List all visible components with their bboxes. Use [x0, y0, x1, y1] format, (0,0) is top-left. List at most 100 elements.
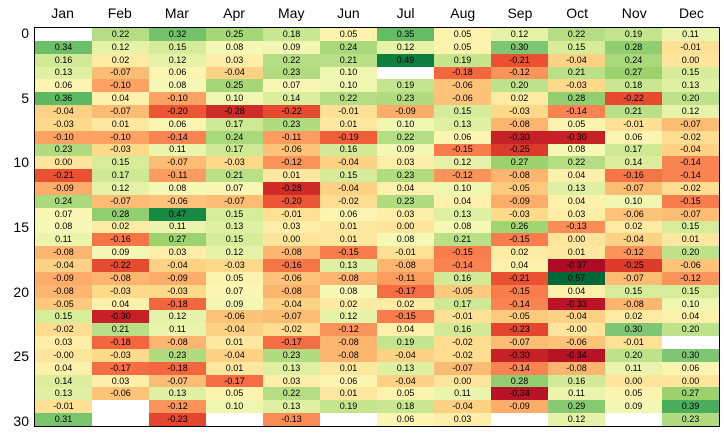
heatmap-cell: -0.06: [662, 259, 719, 272]
heatmap-cell: -0.16: [92, 233, 149, 247]
heatmap-cell: 0.30: [491, 40, 548, 54]
heatmap-cell: 0.22: [548, 28, 605, 41]
heatmap-cell: 0.00: [35, 156, 92, 170]
heatmap-cell: -0.04: [434, 400, 491, 414]
heatmap-cell: 0.21: [92, 323, 149, 337]
heatmap-cell: -0.03: [92, 143, 149, 157]
heatmap-cell: 0.22: [377, 130, 434, 144]
heatmap-cell: -0.00: [35, 348, 92, 362]
heatmap-cell: -0.01: [320, 105, 377, 118]
month-label-oct: Oct: [566, 5, 588, 21]
heatmap-cell: 0.30: [605, 323, 662, 337]
heatmap-cell: -0.08: [35, 246, 92, 260]
heatmap-cell: 0.12: [149, 53, 206, 67]
heatmap-cell: -0.08: [548, 361, 605, 375]
heatmap-cell: -0.30: [491, 348, 548, 362]
heatmap-cell: -0.09: [491, 194, 548, 208]
heatmap-cell: -0.12: [434, 169, 491, 183]
heatmap-cell: 0.13: [548, 182, 605, 195]
heatmap-cell: 0.21: [548, 66, 605, 80]
row-label-15: 15: [13, 219, 29, 235]
heatmap-cell: 0.13: [35, 387, 92, 401]
row-label-25: 25: [13, 348, 29, 365]
heatmap-cell: -0.02: [320, 194, 377, 208]
heatmap-cell: 0.09: [206, 297, 263, 311]
heatmap-cell: [206, 413, 263, 426]
heatmap-cell: -0.02: [662, 182, 719, 195]
heatmap-cell: 0.07: [263, 79, 320, 93]
heatmap-cell: -0.15: [377, 310, 434, 324]
heatmap-cell: -0.08: [35, 284, 92, 298]
heatmap-cell: 0.05: [434, 40, 491, 54]
month-label-sep: Sep: [507, 5, 533, 21]
heatmap-cell: 0.04: [662, 310, 719, 324]
heatmap-cell: 0.00: [377, 220, 434, 234]
heatmap-cell: -0.02: [35, 323, 92, 337]
heatmap-cell: 0.23: [377, 169, 434, 183]
heatmap-cell: 0.39: [662, 400, 719, 414]
heatmap-cell: -0.14: [491, 361, 548, 375]
heatmap-cell: 0.24: [206, 130, 263, 144]
heatmap-cell: 0.03: [434, 413, 491, 426]
heatmap-cell: -0.01: [434, 310, 491, 324]
heatmap-cell: -0.11: [377, 271, 434, 285]
heatmap-cell: [92, 413, 149, 426]
month-label-may: May: [278, 5, 305, 21]
heatmap-cell: 0.00: [548, 233, 605, 247]
heatmap-cell: 0.04: [92, 92, 149, 106]
heatmap-cell: 0.10: [320, 66, 377, 80]
row-label-30: 30: [13, 412, 29, 429]
heatmap-cell: 0.23: [662, 413, 719, 426]
heatmap-cell: -0.03: [92, 348, 149, 362]
heatmap-cell: 0.12: [149, 310, 206, 324]
heatmap-cell: -0.17: [263, 336, 320, 349]
heatmap-cell: 0.19: [377, 336, 434, 349]
heatmap-cell: 0.15: [662, 284, 719, 298]
heatmap-cell: 0.13: [434, 117, 491, 131]
heatmap-cell: -0.07: [92, 194, 149, 208]
heatmap-cell: -0.12: [605, 246, 662, 260]
heatmap-cell: 0.13: [263, 400, 320, 414]
heatmap-cell: 0.20: [491, 79, 548, 93]
heatmap-cell: -0.15: [320, 246, 377, 260]
heatmap-cell: 0.03: [92, 374, 149, 388]
heatmap-cell: 0.23: [263, 117, 320, 131]
heatmap-cell: 0.57: [548, 271, 605, 285]
heatmap-cell: 0.05: [206, 387, 263, 401]
heatmap-cell: 0.01: [92, 117, 149, 131]
heatmap-cell: 0.04: [434, 194, 491, 208]
heatmap-cell: -0.07: [491, 336, 548, 349]
heatmap-cell: 0.03: [263, 220, 320, 234]
heatmap-cell: 0.05: [548, 117, 605, 131]
heatmap-cell: 0.12: [491, 28, 548, 41]
heatmap-cell: -0.07: [263, 310, 320, 324]
heatmap-cell: -0.14: [149, 130, 206, 144]
heatmap-cell: -0.05: [491, 182, 548, 195]
heatmap-cell: 0.06: [662, 361, 719, 375]
heatmap-cell: 0.00: [605, 374, 662, 388]
heatmap-cell: -0.06: [605, 207, 662, 221]
heatmap-cell: 0.10: [434, 182, 491, 195]
heatmap-cell: 0.14: [35, 374, 92, 388]
heatmap-cell: 0.13: [149, 387, 206, 401]
heatmap-cell: -0.07: [605, 271, 662, 285]
heatmap-cell: 0.23: [263, 66, 320, 80]
heatmap-cell: 0.01: [263, 169, 320, 183]
heatmap-cell: 0.20: [662, 323, 719, 337]
heatmap-cell: 0.09: [377, 143, 434, 157]
heatmap-cell: -0.10: [149, 92, 206, 106]
heatmap-cell: 0.19: [320, 400, 377, 414]
heatmap-cell: [35, 28, 92, 41]
heatmap-cell: 0.02: [320, 297, 377, 311]
heatmap-cell: 0.28: [491, 374, 548, 388]
heatmap-cell: 0.06: [320, 207, 377, 221]
heatmap-cell: 0.04: [92, 297, 149, 311]
heatmap-cell: -0.05: [35, 297, 92, 311]
heatmap-cell: 0.01: [206, 361, 263, 375]
heatmap-cell: 0.15: [206, 207, 263, 221]
heatmap-cell: 0.15: [149, 40, 206, 54]
heatmap-cell: -0.08: [320, 336, 377, 349]
row-label-0: 0: [21, 25, 29, 42]
heatmap-cell: -0.18: [149, 297, 206, 311]
month-label-apr: Apr: [223, 5, 245, 21]
